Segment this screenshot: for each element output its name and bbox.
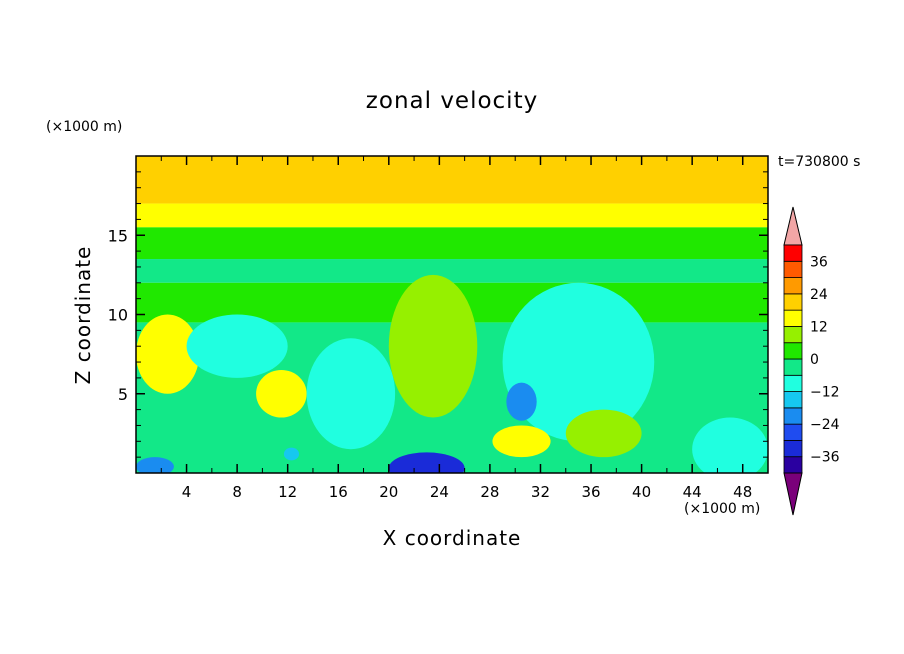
y-axis-unit: (×1000 m) [46,119,123,135]
field-region [136,457,174,473]
time-label: t=730800 s [778,154,861,170]
colorbar-box [783,244,803,262]
colorbar-tick-label: −24 [810,417,840,433]
colorbar-tick-label: 36 [810,254,828,270]
field-region [306,338,396,450]
x-tick-label: 44 [683,483,702,501]
colorbar-box [783,260,803,278]
field-region [540,163,743,196]
colorbar-top-arrow [783,206,803,246]
colorbar-box [783,391,803,409]
field-region [565,409,642,458]
x-tick-label: 48 [733,483,752,501]
field-region [502,282,655,442]
field-region [506,382,537,421]
x-tick-label: 32 [531,483,550,501]
field-region [388,274,478,418]
colorbar-box [783,456,803,474]
x-axis-ticks: 4 8 12 16 20 24 28 32 36 40 44 48 [160,156,752,501]
colorbar-box [783,293,803,311]
colorbar-box [783,423,803,441]
field-band [136,227,768,260]
colorbar-box [783,407,803,425]
field-region [256,369,307,418]
field-region [388,452,465,473]
colorbar-tick-label: −12 [810,385,840,401]
x-tick-label: 40 [632,483,651,501]
colorbar-box [783,309,803,327]
colorbar: 36 24 12 0 −12 −24 −36 [783,206,840,516]
field-band [136,259,768,283]
y-axis-ticks: 5 10 15 [108,171,768,458]
colorbar-tick-label: 12 [810,319,828,335]
colorbar-box [783,440,803,458]
x-axis-unit: (×1000 m) [684,501,761,517]
x-tick-label: 4 [182,483,192,501]
field-band [136,203,768,228]
y-tick-label: 10 [108,306,128,325]
field-region [692,417,768,473]
chart-title: zonal velocity [365,88,539,114]
velocity-field [136,156,768,473]
colorbar-tick-label: 24 [810,287,828,303]
x-tick-label: 24 [430,483,449,501]
colorbar-box [783,326,803,344]
field-region [136,314,200,394]
colorbar-tick-label: 0 [810,352,819,368]
field-region [492,425,551,458]
x-tick-label: 12 [278,483,297,501]
colorbar-box [783,342,803,360]
field-region [186,314,288,378]
x-tick-label: 16 [329,483,348,501]
colorbar-box [783,374,803,392]
colorbar-bottom-arrow [783,472,803,516]
x-tick-label: 8 [232,483,242,501]
x-tick-label: 36 [581,483,600,501]
x-tick-label: 20 [379,483,398,501]
y-tick-label: 5 [118,385,128,404]
colorbar-box [783,277,803,295]
colorbar-box [783,358,803,376]
x-axis-label: X coordinate [382,526,522,550]
field-region [283,447,300,461]
y-tick-label: 15 [108,226,128,245]
x-tick-label: 28 [480,483,499,501]
colorbar-tick-label: −36 [810,450,840,466]
